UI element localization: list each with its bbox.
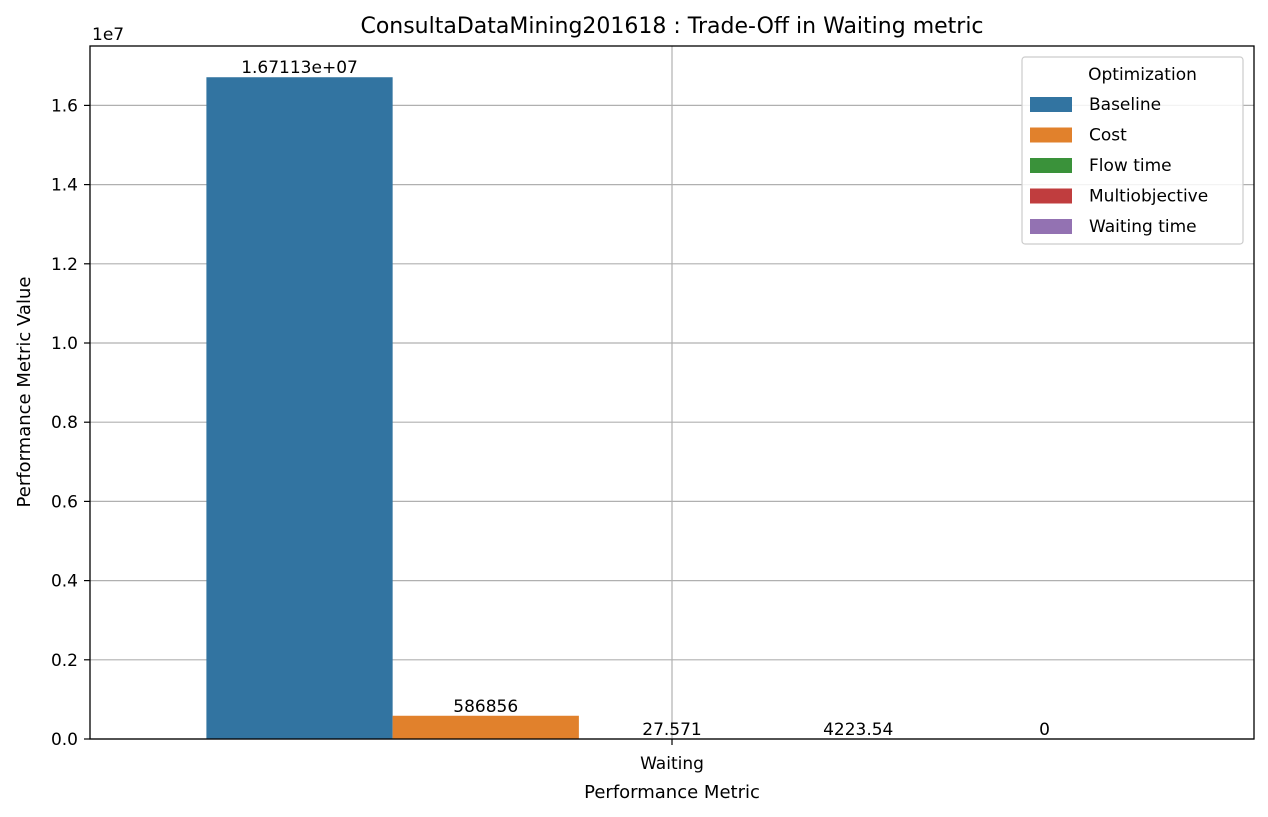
y-tick-label: 1.6 (51, 96, 78, 116)
y-axis-label: Performance Metric Value (14, 277, 35, 508)
bars (206, 77, 952, 739)
legend-swatch (1030, 188, 1072, 204)
legend-entry-label: Baseline (1089, 95, 1161, 115)
legend-frame (1021, 56, 1244, 245)
y-tick-label: 0.4 (51, 572, 78, 592)
bar-value-label: 0 (1039, 720, 1050, 740)
legend-swatch (1030, 158, 1072, 173)
bar-value-label: 586856 (453, 697, 518, 717)
y-tick-label: 0.2 (51, 651, 78, 671)
bar-cost (392, 715, 579, 739)
y-axis-ticks: 0.0 0.2 0.4 0.6 0.8 1.0 1.2 1.4 1.6 (51, 96, 90, 750)
y-tick-label: 0.8 (51, 413, 78, 433)
x-axis-ticks: Waiting (640, 739, 704, 774)
y-tick-label: 1.4 (51, 176, 78, 196)
legend-entry-label: Waiting time (1089, 217, 1197, 237)
legend-entry-label: Cost (1089, 126, 1127, 146)
x-axis-label: Performance Metric (584, 782, 760, 803)
y-tick-label: 0.0 (51, 730, 78, 750)
chart-title: ConsultaDataMining201618 : Trade-Off in … (360, 14, 983, 39)
y-tick-label: 0.6 (51, 492, 78, 512)
legend-swatch (1030, 127, 1072, 143)
bar-labels: 1.67113e+07 586856 27.571 4223.54 0 (241, 58, 1050, 740)
legend-title: Optimization (1088, 65, 1197, 85)
bar-value-label: 4223.54 (823, 720, 893, 740)
legend-swatch (1030, 97, 1072, 112)
y-offset-label: 1e7 (92, 25, 124, 45)
bar-value-label: 27.571 (642, 720, 701, 740)
y-tick-label: 1.0 (51, 334, 78, 354)
legend-swatch (1030, 219, 1072, 234)
legend-entry-label: Multiobjective (1089, 187, 1208, 207)
legend-entry-label: Flow time (1089, 156, 1172, 176)
bar-baseline (206, 77, 393, 739)
legend: Optimization Baseline Cost Flow time Multiob… (1021, 56, 1244, 245)
bar-value-label: 1.67113e+07 (241, 58, 358, 78)
x-tick-label: Waiting (640, 754, 704, 774)
y-tick-label: 1.2 (51, 255, 78, 275)
